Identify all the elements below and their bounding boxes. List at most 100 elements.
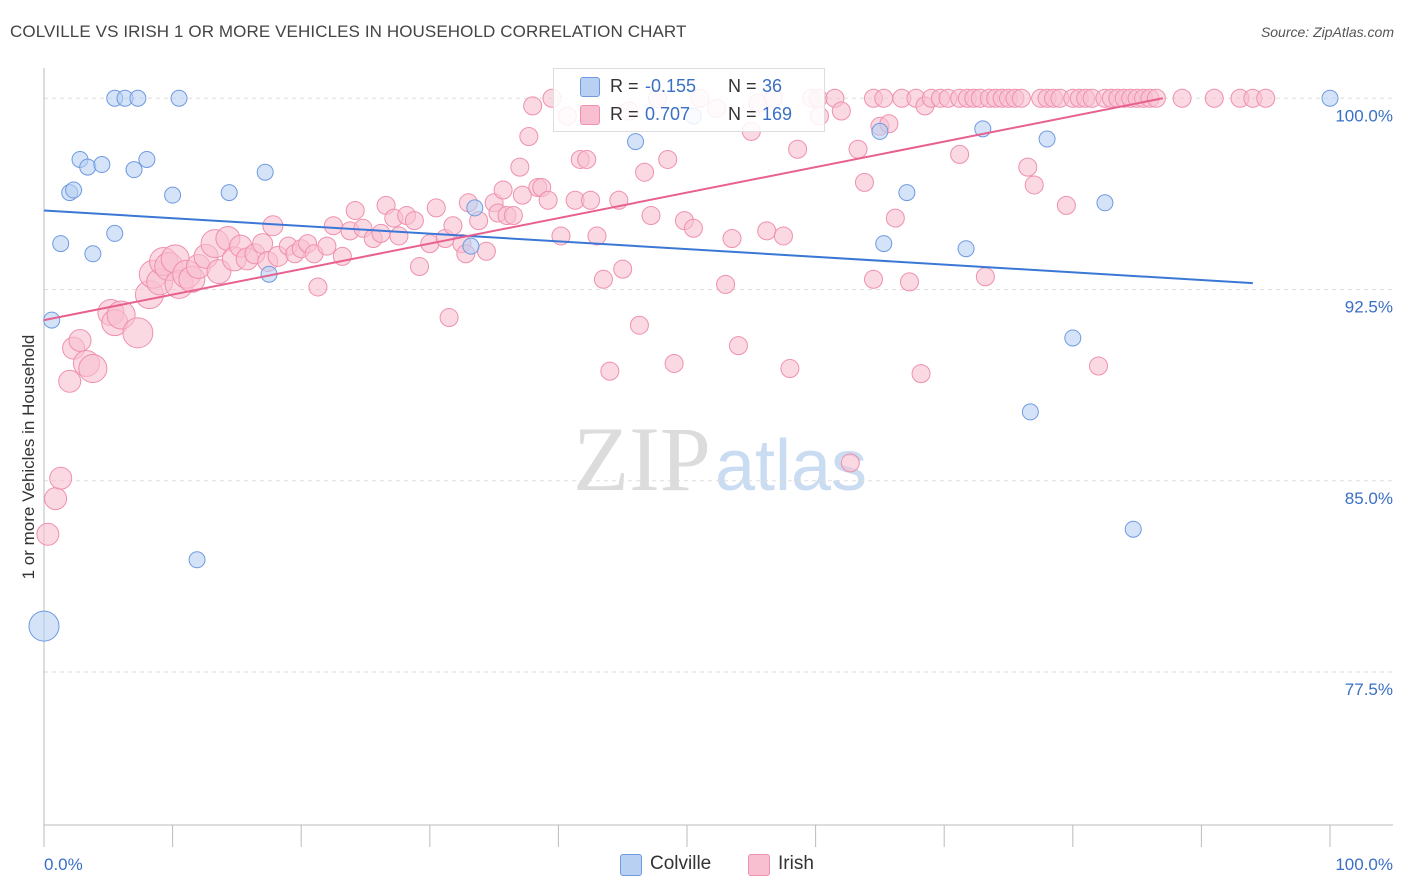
irish-point — [389, 226, 409, 246]
irish-point — [773, 226, 793, 246]
irish-point — [371, 223, 391, 243]
irish-point — [848, 139, 868, 159]
irish-point — [426, 198, 446, 218]
irish-point — [831, 101, 851, 121]
y-tick-label: 92.5% — [1345, 298, 1393, 317]
colville-point — [28, 610, 60, 642]
chart-title: COLVILLE VS IRISH 1 OR MORE VEHICLES IN … — [10, 22, 687, 41]
irish-point — [874, 88, 894, 108]
colville-point — [875, 235, 893, 253]
irish-point — [512, 185, 532, 205]
colville-points — [28, 89, 1339, 642]
colville-point — [256, 163, 274, 181]
irish-point — [899, 272, 919, 292]
irish-point — [523, 96, 543, 116]
irish-point — [493, 180, 513, 200]
irish-point — [44, 487, 68, 511]
irish-point — [323, 216, 343, 236]
n-label: N = — [728, 76, 757, 96]
irish-point — [863, 269, 883, 289]
irish-point — [262, 215, 284, 237]
colville-point — [79, 158, 97, 176]
colville-legend-label: Colville — [650, 853, 712, 874]
colville-point — [125, 161, 143, 179]
irish-point — [629, 315, 649, 335]
irish-point — [885, 208, 905, 228]
stats-legend: R = -0.155 N = 36 R = 0.707 N = 169 — [553, 68, 825, 132]
n-label: N = — [728, 104, 757, 124]
irish-point — [1018, 157, 1038, 177]
irish-point — [1146, 88, 1166, 108]
irish-point — [581, 190, 601, 210]
irish-point — [840, 453, 860, 473]
y-tick-label: 85.0% — [1345, 489, 1393, 508]
irish-point — [641, 206, 661, 226]
colville-point — [1124, 520, 1142, 538]
irish-point — [722, 229, 742, 248]
colville-point — [84, 245, 102, 263]
colville-point — [1096, 194, 1114, 212]
irish-point — [854, 172, 874, 192]
colville-point — [52, 235, 70, 253]
irish-point — [1024, 175, 1044, 195]
colville-point — [170, 89, 188, 107]
colville-point — [462, 237, 480, 255]
y-axis-label: 1 or more Vehicles in Household — [19, 335, 38, 580]
colville-point — [188, 551, 206, 569]
colville-point — [129, 89, 147, 107]
irish-point — [410, 257, 430, 277]
irish-point — [577, 149, 597, 169]
colville-r-value: -0.155 — [645, 76, 697, 96]
irish-point — [1011, 88, 1031, 108]
irish-point — [439, 308, 459, 328]
irish-point — [613, 259, 633, 279]
irish-points — [36, 88, 1276, 546]
colville-point — [957, 240, 975, 258]
irish-point — [716, 274, 736, 294]
irish-swatch — [580, 105, 600, 125]
irish-point — [519, 127, 539, 146]
colville-point — [138, 150, 156, 168]
irish-n-value: 169 — [762, 104, 793, 124]
irish-point — [1204, 88, 1224, 108]
irish-r-value: 0.707 — [645, 104, 691, 124]
irish-point — [317, 236, 337, 256]
r-label: R = — [610, 104, 639, 124]
irish-point — [600, 361, 620, 381]
irish-point — [757, 221, 777, 241]
irish-trend-line — [43, 97, 1164, 322]
irish-point — [510, 157, 530, 177]
irish-point — [78, 354, 108, 384]
watermark: ZIPatlas — [573, 408, 867, 510]
irish-point — [780, 359, 800, 379]
irish-point — [950, 144, 970, 164]
irish-point — [404, 211, 424, 231]
irish-legend-swatch — [748, 854, 770, 876]
irish-point — [788, 139, 808, 159]
colville-point — [871, 122, 889, 140]
irish-point — [728, 336, 748, 356]
irish-point — [587, 226, 607, 246]
colville-point — [627, 133, 645, 151]
irish-point — [443, 216, 463, 236]
colville-trend-line — [43, 209, 1253, 285]
watermark-zip: ZIP — [573, 408, 711, 510]
colville-point — [164, 186, 182, 204]
r-label: R = — [610, 76, 639, 96]
colville-point — [93, 156, 111, 174]
irish-point — [122, 317, 154, 349]
colville-point — [106, 224, 124, 242]
colville-point — [65, 181, 83, 199]
irish-point — [1056, 195, 1076, 215]
irish-point — [345, 200, 365, 220]
colville-point — [1021, 403, 1039, 421]
irish-point — [593, 269, 613, 289]
colville-point — [898, 184, 916, 202]
irish-point — [911, 364, 931, 384]
colville-point — [1321, 89, 1339, 107]
y-tick-label: 77.5% — [1345, 680, 1393, 699]
colville-n-value: 36 — [762, 76, 783, 96]
colville-point — [1064, 329, 1082, 347]
irish-legend-label: Irish — [778, 853, 814, 874]
